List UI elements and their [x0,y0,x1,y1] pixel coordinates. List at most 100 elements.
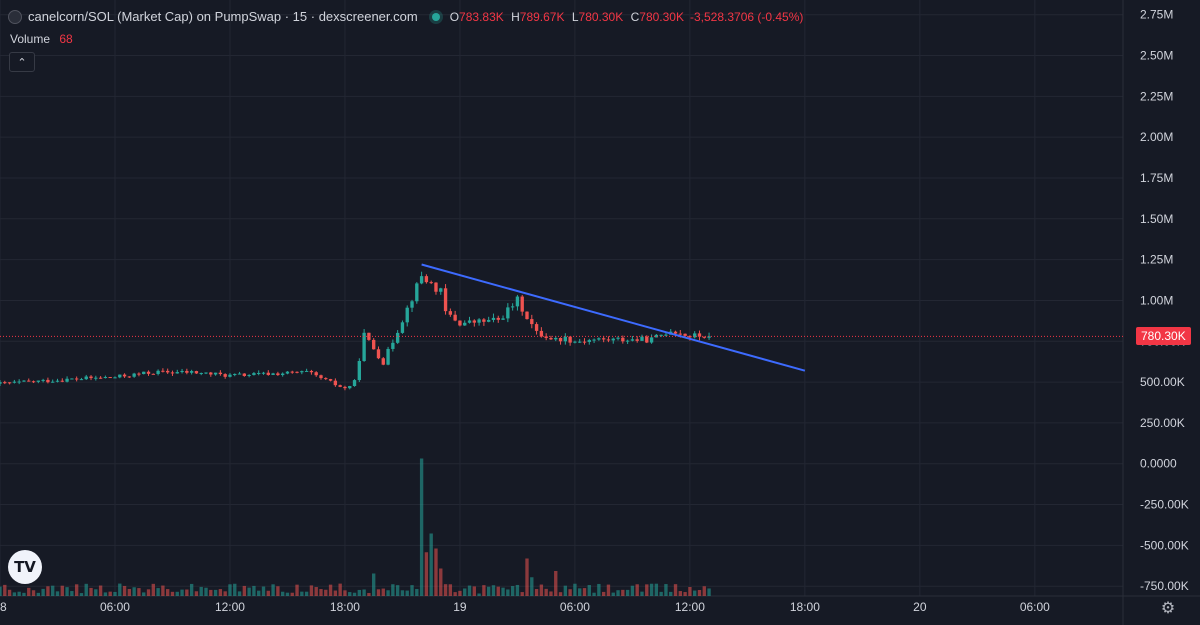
volume-bar [180,589,184,596]
volume-bar [0,586,2,596]
trendline[interactable] [421,263,806,372]
volume-bar [338,583,342,596]
candle-body [621,337,625,342]
volume-bar [395,585,400,596]
volume-bar [525,558,529,596]
collapse-legend-button[interactable]: ⌃ [9,52,35,72]
volume-bar [51,585,55,596]
volume-bar [415,588,419,596]
candle-body [3,382,7,384]
volume-bar [213,589,218,596]
candle-body [142,371,146,375]
candle-body [46,379,50,383]
candle-body [563,336,568,342]
tradingview-logo[interactable]: TV [8,550,42,584]
candle-body [381,358,385,365]
candle-body [439,288,443,292]
volume-bar [453,592,457,596]
ohlc-open-key: O [449,9,460,24]
candle-body [391,342,395,349]
volume-bar [118,583,122,596]
candle-body [22,380,26,382]
price-tick-label: 1.50M [1140,212,1173,226]
candle-body [204,372,208,374]
volume-bar [36,592,41,596]
candle-body [362,332,366,361]
volume-series [0,458,711,596]
volume-bar [31,590,36,596]
candle-body [606,339,611,341]
candle-body [554,338,558,340]
tradingview-logo-text: TV [14,558,36,576]
volume-bar [65,587,69,596]
candle-body [405,307,409,323]
volume-bar [597,583,601,596]
candle-body [304,370,309,372]
volume-bar [625,589,630,596]
candle-body [51,381,55,383]
time-axis[interactable]: 18 06:00 12:00 18:00 19 06:00 12:00 18:00 20 06:0… [0,600,1050,614]
volume-bar [611,592,615,596]
price-tick-label: -750.00K [1140,579,1189,593]
candle-body [276,373,280,376]
candle-body [257,372,261,374]
volume-bar [707,588,711,596]
candle-body [477,319,481,323]
ohlc-low-key: L [571,9,579,24]
volume-bar [616,590,620,596]
candle-body [218,372,223,375]
volume-bar [98,585,103,596]
candle-body [194,371,199,374]
candle-body [185,370,189,373]
volume-bar [372,573,376,596]
candle-body [175,372,179,374]
price-axis[interactable]: 2.75M 2.50M 2.25M 2.00M 1.75M 1.50M 1.25M 1.00M… [1140,8,1189,594]
candle-body [137,373,141,375]
chart-settings-button[interactable]: ⚙ [1158,598,1178,618]
volume-bar [223,591,227,596]
candle-body [496,317,500,320]
candlestick-series [0,271,711,391]
volume-bar [659,591,663,596]
gear-icon: ⚙ [1160,600,1176,617]
candle-body [506,307,510,319]
candle-body [534,324,539,331]
volume-bar [300,591,304,596]
volume-bar [558,592,563,596]
candle-body [702,336,706,338]
candle-body [549,337,553,340]
candle-body [17,381,21,383]
volume-bar [367,593,371,596]
candle-body [127,376,132,378]
candle-body [60,380,64,382]
volume-bar [520,592,524,596]
volume-bar [654,583,659,596]
candle-body [242,373,247,376]
candle-body [419,276,424,284]
candle-body [27,380,31,382]
volume-bar [156,588,160,596]
candle-body [324,378,328,380]
candle-body [79,379,84,381]
candle-body [228,374,232,377]
volume-bar [17,591,21,596]
candle-body [314,372,318,376]
candle-body [625,340,630,342]
volume-bar [467,585,472,596]
volume-bar [122,585,127,596]
ohlc-close-value: 780.30K [639,9,684,24]
candle-body [0,382,2,384]
time-tick-label: 18:00 [330,600,360,614]
candle-body [156,370,160,374]
candle-body [261,372,266,374]
volume-bar [237,591,242,596]
candle-body [338,385,342,387]
candle-body [348,386,352,389]
candle-body [673,331,678,334]
volume-bar [405,590,409,596]
volume-bar [228,584,232,596]
candle-body [434,282,438,292]
volume-bar [621,589,625,596]
